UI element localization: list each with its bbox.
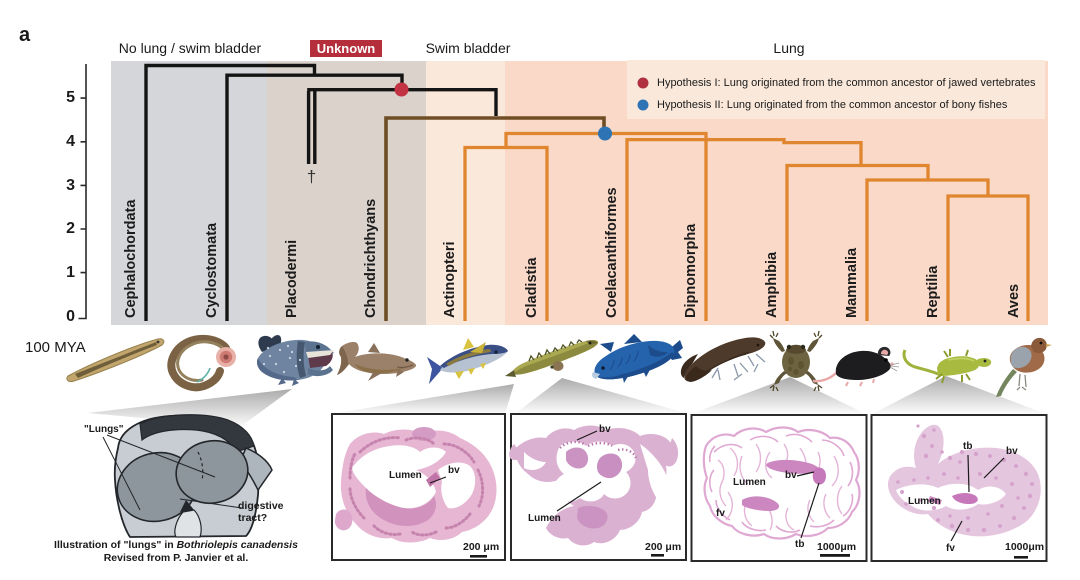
svg-text:†: † — [307, 167, 316, 186]
